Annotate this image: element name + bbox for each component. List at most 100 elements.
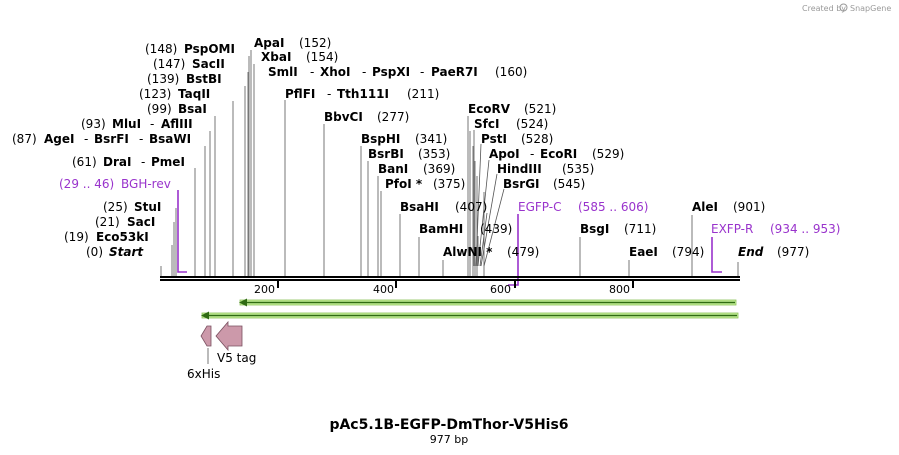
taqii-label[interactable]: TaqII xyxy=(178,87,210,101)
bamhi-pos: (439) xyxy=(480,222,512,236)
hindiii-label[interactable]: HindIII xyxy=(497,162,542,176)
bamhi-label[interactable]: BamHI xyxy=(419,222,463,236)
pfoi-pos: (375) xyxy=(433,177,465,191)
6xhis-feature[interactable] xyxy=(200,325,212,347)
bsrgi-pos: (545) xyxy=(553,177,585,191)
saci-label[interactable]: SacI xyxy=(127,215,155,229)
bsgi-label[interactable]: BsgI xyxy=(580,222,609,236)
bsgi-pos: (711) xyxy=(624,222,656,236)
svg-text:-: - xyxy=(310,65,314,79)
bstbi-label[interactable]: BstBI xyxy=(186,72,222,86)
alwni-label[interactable]: AlwNI * xyxy=(443,245,493,259)
psti-pos: (528) xyxy=(521,132,553,146)
pmei-label[interactable]: PmeI xyxy=(151,155,185,169)
alei-pos: (901) xyxy=(733,200,765,214)
sequence-strand-bottom xyxy=(160,279,740,281)
ruler-label-400: 400 xyxy=(373,283,394,296)
bsrbi-label[interactable]: BsrBI xyxy=(368,147,404,161)
sfci-label[interactable]: SfcI xyxy=(474,117,499,131)
xhoi-label[interactable]: XhoI xyxy=(320,65,351,79)
v5-tag-feature[interactable] xyxy=(215,320,243,352)
ruler-ticks xyxy=(277,281,634,288)
ruler-label-200: 200 xyxy=(254,283,275,296)
bsrbi-pos: (353) xyxy=(418,147,450,161)
bbvci-label[interactable]: BbvCI xyxy=(324,110,363,124)
svg-text:-: - xyxy=(362,65,366,79)
pflfi-label[interactable]: PflFI xyxy=(285,87,315,101)
apai-pos: (152) xyxy=(299,36,331,50)
created-by-text: Created by xyxy=(802,4,846,13)
start-pos: (0) xyxy=(86,245,103,259)
hindiii-pos: (535) xyxy=(562,162,594,176)
smli-pos: (160) xyxy=(495,65,527,79)
svg-text:-: - xyxy=(530,147,534,161)
paer7i-label[interactable]: PaeR7I xyxy=(431,65,478,79)
bsahi-label[interactable]: BsaHI xyxy=(400,200,439,214)
bbvci-pos: (277) xyxy=(377,110,409,124)
exfp-r-primer[interactable]: EXFP-R xyxy=(711,222,753,236)
plasmid-length: 977 bp xyxy=(430,433,468,446)
alwni-pos: (479) xyxy=(507,245,539,259)
bsrfi-label[interactable]: BsrFI xyxy=(94,132,129,146)
drai-pos: (61) xyxy=(72,155,97,169)
taqii-pos: (123) xyxy=(139,87,171,101)
pfoi-label[interactable]: PfoI * xyxy=(385,177,423,191)
primer-markers xyxy=(177,190,722,286)
stui-label[interactable]: StuI xyxy=(134,200,161,214)
snapgene-logo-icon xyxy=(839,3,848,12)
bsrgi-label[interactable]: BsrGI xyxy=(503,177,540,191)
stui-pos: (25) xyxy=(103,200,128,214)
xbai-pos: (154) xyxy=(306,50,338,64)
alei-label[interactable]: AleI xyxy=(692,200,718,214)
apoi-label[interactable]: ApoI xyxy=(489,147,520,161)
bgh-rev-range: (29 .. 46) xyxy=(59,177,114,191)
xbai-label[interactable]: XbaI xyxy=(261,50,291,64)
bsai-label[interactable]: BsaI xyxy=(178,102,207,116)
sacii-label[interactable]: SacII xyxy=(192,57,225,71)
ecori-label[interactable]: EcoRI xyxy=(540,147,577,161)
svg-text:-: - xyxy=(420,65,424,79)
apai-label[interactable]: ApaI xyxy=(254,36,284,50)
start-label[interactable]: Start xyxy=(109,245,144,259)
svg-text:-: - xyxy=(141,155,145,169)
site-diagonal-connectors xyxy=(473,130,505,267)
bgh-rev-primer[interactable]: BGH-rev xyxy=(121,177,171,191)
site-leader-lines xyxy=(160,50,739,276)
sfci-pos: (524) xyxy=(516,117,548,131)
drai-label[interactable]: DraI xyxy=(103,155,131,169)
ecorv-label[interactable]: EcoRV xyxy=(468,102,511,116)
bsawi-label[interactable]: BsaWI xyxy=(149,132,191,146)
eaei-label[interactable]: EaeI xyxy=(629,245,658,259)
agei-pos: (87) xyxy=(12,132,37,146)
bsai-pos: (99) xyxy=(147,102,172,116)
end-label[interactable]: End xyxy=(738,245,764,259)
bstbi-pos: (139) xyxy=(147,72,179,86)
sequence-strand-top xyxy=(160,276,740,278)
agei-label[interactable]: AgeI xyxy=(44,132,74,146)
svg-text:-: - xyxy=(327,87,331,101)
eaei-pos: (794) xyxy=(672,245,704,259)
bani-label[interactable]: BanI xyxy=(378,162,408,176)
svg-text:-: - xyxy=(84,132,88,146)
eco53ki-pos: (19) xyxy=(64,230,89,244)
tth111i-label[interactable]: Tth111I xyxy=(337,87,389,101)
egfp-c-primer[interactable]: EGFP-C xyxy=(518,200,561,214)
pflfi-pos: (211) xyxy=(407,87,439,101)
end-pos: (977) xyxy=(777,245,809,259)
exfp-r-range: (934 .. 953) xyxy=(770,222,840,236)
ruler-label-600: 600 xyxy=(490,283,511,296)
v5-tag-label: V5 tag xyxy=(217,351,256,365)
pspomi-label[interactable]: PspOMI xyxy=(184,42,235,56)
psti-label[interactable]: PstI xyxy=(481,132,507,146)
smli-label[interactable]: SmlI xyxy=(268,65,298,79)
mlui-label[interactable]: MluI xyxy=(112,117,141,131)
bsphi-label[interactable]: BspHI xyxy=(361,132,400,146)
afliii-label[interactable]: AflIII xyxy=(161,117,193,131)
feature-arrow-1[interactable] xyxy=(239,298,737,307)
pspomi-pos: (148) xyxy=(145,42,177,56)
pspxi-label[interactable]: PspXI xyxy=(372,65,410,79)
eco53ki-label[interactable]: Eco53kI xyxy=(96,230,149,244)
egfp-c-range: (585 .. 606) xyxy=(578,200,648,214)
feature-arrow-2[interactable] xyxy=(201,311,739,320)
